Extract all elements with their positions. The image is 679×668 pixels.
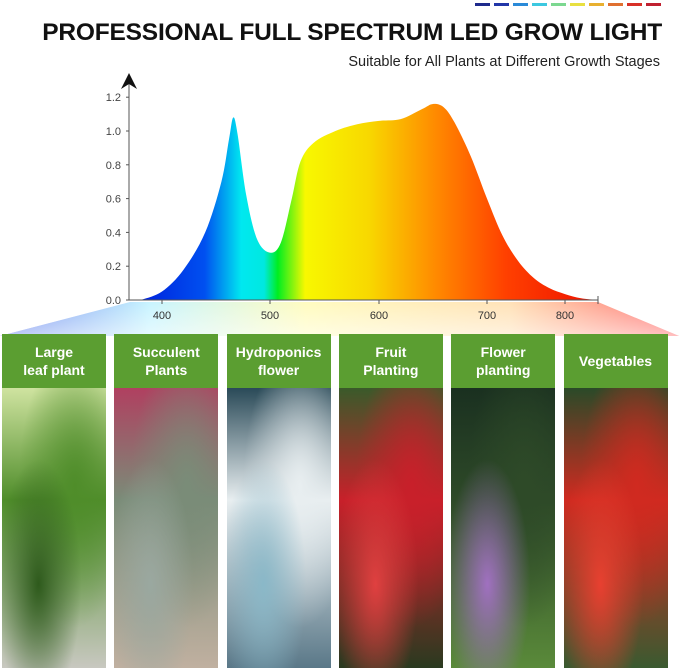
plant-panel-label: Fruit Planting [338, 334, 443, 388]
plant-panel: Fruit Planting [338, 334, 443, 668]
spectrum-area [141, 103, 597, 300]
y-tick-label: 1.0 [106, 126, 121, 138]
label-line: Planting [363, 362, 419, 378]
label-line: leaf plant [23, 362, 85, 378]
label-line: Succulent [132, 344, 200, 360]
label-line: Flower [480, 344, 526, 360]
plant-panel: Flower planting [451, 334, 556, 668]
color-swatch [551, 3, 566, 6]
y-tick-label: 0.2 [106, 261, 121, 273]
plant-photo [114, 388, 219, 668]
label-line: Large [34, 344, 74, 360]
color-swatch [646, 3, 661, 6]
plant-photo [563, 388, 668, 668]
x-tick-label: 400 [153, 310, 171, 322]
y-tick-label: 0.0 [106, 295, 121, 307]
label-line: flower [257, 362, 300, 378]
plant-photo [226, 388, 331, 668]
page-subtitle: Suitable for All Plants at Different Gro… [348, 54, 660, 70]
plant-photo [338, 388, 443, 668]
plant-panel-label: Vegetables [563, 334, 668, 388]
plant-photo [2, 388, 106, 668]
y-tick-label: 1.2 [106, 92, 121, 104]
color-swatch [570, 3, 585, 6]
plant-photo [451, 388, 556, 668]
color-swatch [475, 3, 490, 6]
x-tick-label: 500 [261, 310, 279, 322]
y-tick-label: 0.8 [106, 160, 121, 172]
color-swatch [513, 3, 528, 6]
plant-panel-label: Hydroponics flower [226, 334, 331, 388]
color-swatch [627, 3, 642, 6]
y-tick-label: 0.6 [106, 194, 121, 206]
plant-panel: Vegetables [563, 334, 668, 668]
spectrum-chart: 0.0 0.2 0.4 0.6 0.8 1.0 1.2 400 500 600 700 800 [0, 73, 679, 336]
plant-panel-label: Flower planting [451, 334, 556, 388]
label-line: Plants [145, 362, 188, 378]
y-axis-arrow-icon [121, 73, 137, 89]
x-tick-label: 700 [478, 310, 496, 322]
color-swatch [608, 3, 623, 6]
plant-panel: Succulent Plants [114, 334, 219, 668]
label-line: Hydroponics [235, 344, 322, 360]
spectrum-fan-fade [0, 302, 679, 336]
plant-panel: Hydroponics flower [226, 334, 331, 668]
x-tick-label: 800 [556, 310, 574, 322]
label-line: Fruit [375, 344, 407, 360]
color-swatch-bar [475, 3, 661, 6]
plant-panel-label: Large leaf plant [2, 334, 106, 388]
x-tick-label: 600 [370, 310, 388, 322]
y-tick-label: 0.4 [106, 227, 121, 239]
label-line: Vegetables [578, 353, 653, 369]
color-swatch [589, 3, 604, 6]
page-title: PROFESSIONAL FULL SPECTRUM LED GROW LIGH… [42, 19, 662, 46]
plant-panel-label: Succulent Plants [114, 334, 219, 388]
color-swatch [532, 3, 547, 6]
color-swatch [494, 3, 509, 6]
label-line: planting [475, 362, 531, 378]
plant-panel: Large leaf plant [2, 334, 106, 668]
